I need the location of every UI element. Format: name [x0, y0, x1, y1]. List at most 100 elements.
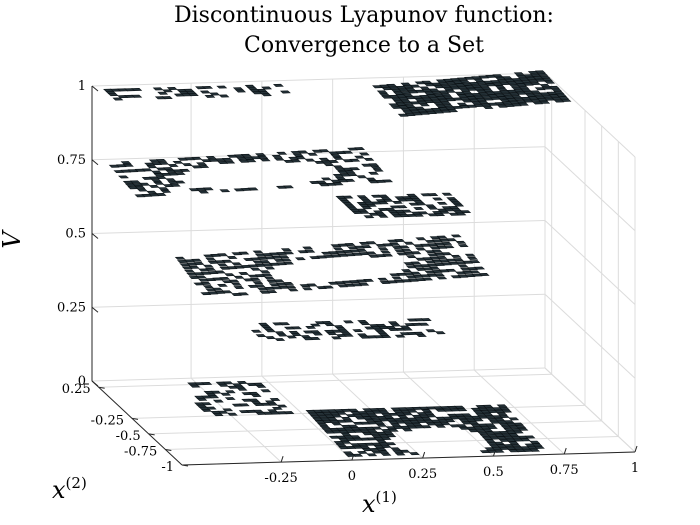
low-level-patch — [224, 390, 236, 394]
middle-level-patch — [410, 261, 422, 265]
low-level-patch — [380, 436, 392, 441]
middle-level-patch — [221, 290, 233, 294]
upper-level-patch — [354, 155, 365, 159]
top-level-patch — [400, 107, 412, 111]
low-level-patch — [217, 383, 229, 387]
top-level-patch — [544, 97, 555, 101]
top-level-patch — [376, 90, 388, 94]
middle-level-patch — [478, 272, 490, 277]
low-level-patch — [378, 410, 390, 414]
upper-level-patch — [292, 153, 304, 157]
top-level-patch — [461, 82, 473, 86]
y-tick-label: 0.25 — [62, 382, 91, 397]
upper-level-patch — [146, 190, 158, 194]
top-level-patch — [409, 84, 421, 88]
top-level-patch — [478, 83, 490, 87]
low-level-patch — [376, 423, 387, 427]
chart-title-line-1: Discontinuous Lyapunov function: — [174, 3, 554, 28]
top-level-patch — [494, 85, 506, 89]
x-axis-line — [181, 451, 636, 466]
middle-level-patch — [352, 329, 364, 333]
low-level-patch — [236, 380, 248, 385]
top-level-patch — [445, 81, 457, 85]
middle-level-patch — [238, 292, 250, 296]
middle-level-patch — [358, 282, 370, 286]
top-level-patch — [466, 96, 478, 100]
grid-line-x-floor — [544, 367, 636, 453]
upper-level-patch — [259, 158, 271, 162]
upper-level-patch — [330, 154, 342, 158]
middle-level-patch — [394, 334, 406, 338]
top-level-patch — [520, 80, 532, 84]
upper-level-patch — [358, 152, 370, 156]
top-level-patch — [152, 87, 164, 91]
top-level-patch — [388, 103, 400, 107]
middle-level-patch — [285, 285, 297, 289]
low-level-patch — [493, 441, 505, 445]
upper-level-patch — [356, 175, 368, 179]
top-level-patch — [482, 97, 494, 101]
x-tick-label: 0.25 — [408, 467, 437, 482]
top-level-patch — [107, 93, 119, 97]
top-level-patch — [166, 86, 178, 91]
low-level-patch — [347, 424, 359, 428]
y-tick-mark — [98, 386, 105, 389]
low-level-patch — [501, 409, 513, 413]
middle-level-patch — [290, 326, 302, 330]
upper-level-patch — [290, 159, 302, 163]
top-level-patch — [541, 94, 553, 99]
top-level-patch — [530, 81, 541, 86]
middle-level-patch — [309, 323, 321, 327]
top-level-patch — [430, 99, 442, 103]
low-level-patch — [456, 424, 468, 428]
upper-level-patch — [427, 206, 439, 210]
middle-level-patch — [436, 255, 448, 260]
middle-level-patch — [464, 253, 476, 257]
top-level-patch — [402, 93, 414, 97]
middle-level-patch — [174, 256, 186, 260]
z-tick-mark — [91, 233, 99, 239]
middle-level-patch — [363, 278, 375, 282]
low-level-patch — [486, 425, 498, 430]
top-level-patch — [397, 88, 409, 92]
top-level-patch — [473, 87, 485, 91]
y-tick-label: -0.75 — [124, 444, 157, 459]
low-level-patch — [385, 442, 397, 446]
low-level-patch — [331, 422, 343, 426]
top-level-patch — [421, 80, 433, 84]
upper-level-patch — [415, 202, 427, 206]
top-level-patch — [442, 87, 454, 91]
low-level-patch — [394, 452, 406, 456]
middle-level-patch — [261, 273, 273, 277]
middle-level-patch — [228, 279, 240, 283]
middle-level-patch — [255, 334, 267, 338]
low-level-patch — [331, 414, 343, 418]
low-level-patch — [402, 412, 414, 416]
top-level-patch — [501, 76, 513, 80]
y-tick-label: -0.5 — [116, 429, 141, 444]
upper-level-patch — [297, 150, 309, 154]
middle-level-patch — [359, 322, 371, 326]
middle-level-patch — [264, 276, 276, 280]
low-level-patch — [484, 439, 496, 443]
middle-level-patch — [259, 270, 271, 274]
z-tick-mark — [91, 306, 99, 313]
low-level-patch — [529, 448, 541, 452]
top-level-patch — [452, 105, 463, 109]
middle-level-patch — [287, 288, 299, 292]
middle-level-patch — [259, 260, 271, 264]
upper-level-patch — [205, 155, 217, 160]
upper-level-patch — [332, 156, 344, 160]
middle-level-patch — [226, 255, 238, 260]
top-level-patch — [496, 104, 508, 108]
middle-level-patch — [278, 255, 290, 259]
top-level-patch — [414, 98, 426, 102]
low-level-patch — [336, 411, 348, 415]
low-level-patch — [317, 422, 329, 426]
upper-level-patch — [413, 206, 425, 211]
low-level-patch — [340, 432, 352, 436]
top-level-patch — [541, 78, 553, 82]
y-tick-mark — [148, 433, 155, 436]
top-level-patch — [433, 93, 445, 97]
upper-level-patch — [427, 193, 439, 197]
